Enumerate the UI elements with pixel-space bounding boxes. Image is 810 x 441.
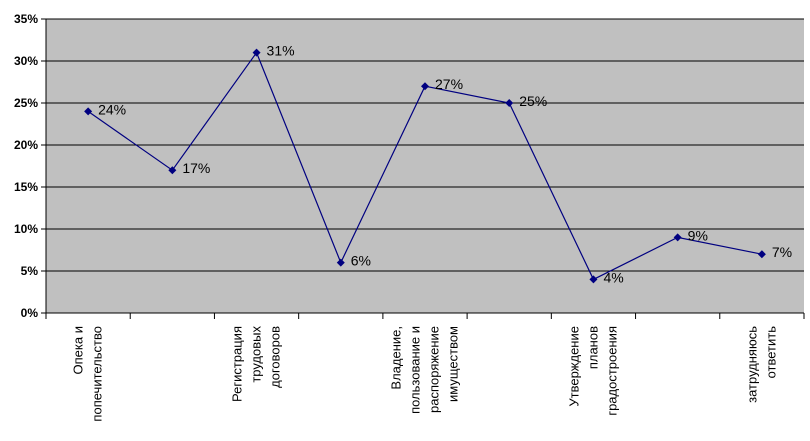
plot-area [46, 19, 804, 313]
data-label: 6% [351, 253, 371, 269]
data-point-marker [505, 99, 514, 107]
data-point-marker [589, 275, 598, 284]
x-category-label-line: Утверждение [566, 326, 581, 407]
x-category-label-line: распоряжение [427, 326, 442, 413]
gridlines [46, 18, 804, 314]
y-tick-label: 25% [14, 96, 38, 110]
x-category-label-line: затрудняюсь [744, 326, 759, 403]
axes [41, 18, 805, 319]
x-category-label-line: Владение, [389, 326, 404, 390]
y-tick-label: 10% [14, 222, 38, 236]
x-category-label-line: ответить [763, 326, 778, 379]
data-point-marker [168, 166, 177, 175]
y-tick-label: 0% [21, 306, 39, 320]
x-category-label-line: имуществом [446, 326, 461, 402]
data-point-marker [252, 48, 261, 57]
y-axis-tick-labels: 0% 5% 10% 15% 20% 25% 30% 35% [14, 12, 38, 320]
x-category-label-line: планов [585, 326, 600, 369]
data-label: 9% [688, 227, 708, 243]
y-tick-label: 5% [21, 264, 39, 278]
x-category-label-line: трудовых [249, 326, 264, 383]
data-point-marker [757, 250, 766, 259]
x-category-label: Утверждение планов градостроения [566, 326, 619, 416]
data-label: 4% [603, 269, 623, 285]
y-tick-label: 15% [14, 180, 38, 194]
data-label: 17% [182, 160, 210, 176]
data-point-marker [421, 82, 429, 91]
data-label: 25% [519, 93, 547, 109]
data-labels: 24% 17% 31% 6% 27% 25% 4% 9% 7% [98, 43, 792, 286]
data-label: 7% [772, 244, 792, 260]
x-category-label-line: Регистрация [230, 326, 245, 402]
x-category-label-line: пользование и [408, 326, 423, 414]
data-label: 24% [98, 101, 126, 117]
data-point-marker [84, 107, 93, 116]
x-category-label-line: попечительство [90, 326, 105, 422]
data-point-marker [673, 233, 682, 242]
y-tick-label: 35% [14, 12, 38, 26]
x-category-label-line: градостроения [604, 326, 619, 416]
y-tick-label: 20% [14, 138, 38, 152]
x-category-label: Владение, пользование и распоряжение имущес… [389, 326, 461, 414]
data-label: 27% [435, 76, 463, 92]
series-markers [84, 48, 766, 284]
y-tick-label: 30% [14, 54, 38, 68]
data-point-marker [336, 258, 345, 267]
data-label: 31% [267, 43, 295, 59]
x-category-label-line: Опека и [71, 326, 86, 374]
x-category-label-line: договоров [268, 326, 283, 388]
x-category-label: Регистрация трудовых договоров [230, 326, 283, 403]
x-axis-category-labels: Опека и попечительство Регистрация трудовых… [71, 326, 779, 422]
x-category-label: затрудняюсь ответить [744, 326, 778, 403]
x-category-label: Опека и попечительство [71, 326, 105, 422]
